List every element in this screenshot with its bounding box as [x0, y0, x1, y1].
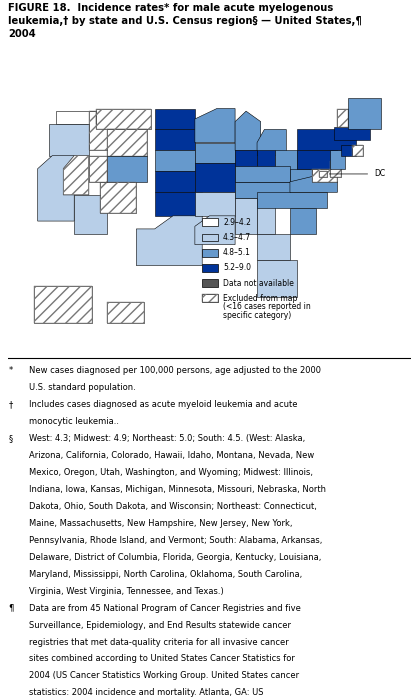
Polygon shape	[107, 155, 147, 182]
Text: Maryland, Mississippi, North Carolina, Oklahoma, South Carolina,: Maryland, Mississippi, North Carolina, O…	[29, 569, 303, 579]
Polygon shape	[297, 130, 356, 151]
Polygon shape	[349, 98, 381, 130]
Polygon shape	[136, 216, 202, 266]
Polygon shape	[195, 192, 235, 216]
Bar	[202, 279, 217, 287]
Polygon shape	[100, 182, 136, 213]
Polygon shape	[235, 151, 257, 182]
Polygon shape	[352, 145, 363, 155]
Polygon shape	[235, 197, 257, 234]
Text: sites combined according to United States Cancer Statistics for: sites combined according to United State…	[29, 654, 295, 664]
Polygon shape	[312, 169, 337, 182]
Text: specific category): specific category)	[223, 311, 291, 320]
Text: Virginia, West Virginia, Tennessee, and Texas.): Virginia, West Virginia, Tennessee, and …	[29, 587, 224, 596]
Text: Surveillance, Epidemiology, and End Results statewide cancer: Surveillance, Epidemiology, and End Resu…	[29, 620, 291, 629]
Text: Delaware, District of Columbia, Florida, Georgia, Kentucky, Louisiana,: Delaware, District of Columbia, Florida,…	[29, 553, 322, 562]
Polygon shape	[155, 192, 202, 216]
Text: registries that met data-quality criteria for all invasive cancer: registries that met data-quality criteri…	[29, 638, 289, 647]
Polygon shape	[235, 166, 290, 182]
Polygon shape	[257, 130, 286, 155]
Polygon shape	[257, 260, 297, 297]
Text: †: †	[8, 400, 13, 409]
Text: Pennsylvania, Rhode Island, and Vermont; South: Alabama, Arkansas,: Pennsylvania, Rhode Island, and Vermont;…	[29, 536, 323, 545]
Polygon shape	[297, 151, 337, 169]
Text: FIGURE 18.  Incidence rates* for male acute myelogenous
leukemia,† by state and : FIGURE 18. Incidence rates* for male acu…	[8, 3, 362, 39]
Polygon shape	[330, 161, 341, 176]
Polygon shape	[89, 111, 114, 151]
Polygon shape	[349, 109, 363, 127]
Polygon shape	[235, 111, 261, 151]
Polygon shape	[89, 155, 107, 182]
Polygon shape	[34, 286, 93, 323]
Polygon shape	[257, 197, 275, 234]
Text: West: 4.3; Midwest: 4.9; Northeast: 5.0; South: 4.5. (West: Alaska,: West: 4.3; Midwest: 4.9; Northeast: 5.0;…	[29, 434, 305, 443]
Text: 5.2–9.0: 5.2–9.0	[223, 263, 251, 273]
Text: Mexico, Oregon, Utah, Washington, and Wyoming; Midwest: Illinois,: Mexico, Oregon, Utah, Washington, and Wy…	[29, 468, 313, 477]
Polygon shape	[49, 124, 89, 155]
Polygon shape	[38, 155, 74, 221]
Text: Maine, Massachusetts, New Hampshire, New Jersey, New York,: Maine, Massachusetts, New Hampshire, New…	[29, 519, 293, 528]
Text: 4.3–4.7: 4.3–4.7	[223, 233, 251, 242]
Polygon shape	[63, 155, 89, 195]
Text: Arizona, California, Colorado, Hawaii, Idaho, Montana, Nevada, New: Arizona, California, Colorado, Hawaii, I…	[29, 451, 315, 460]
Polygon shape	[155, 171, 195, 192]
Polygon shape	[107, 302, 144, 323]
Polygon shape	[334, 127, 370, 140]
Bar	[202, 294, 217, 302]
Polygon shape	[341, 145, 356, 155]
Bar	[202, 294, 217, 302]
Text: U.S. standard population.: U.S. standard population.	[29, 383, 136, 392]
Text: 2004 (US Cancer Statistics Working Group. United States cancer: 2004 (US Cancer Statistics Working Group…	[29, 671, 300, 680]
Polygon shape	[155, 109, 195, 130]
Text: (<16 cases reported in: (<16 cases reported in	[223, 302, 311, 312]
Text: 2.9–4.2: 2.9–4.2	[223, 218, 251, 227]
Polygon shape	[195, 164, 235, 192]
Polygon shape	[290, 208, 316, 234]
Polygon shape	[257, 151, 275, 182]
Polygon shape	[275, 151, 297, 182]
Text: DC: DC	[374, 169, 385, 178]
Text: monocytic leukemia..: monocytic leukemia..	[29, 417, 119, 426]
Bar	[202, 233, 217, 241]
Bar	[202, 249, 217, 256]
Polygon shape	[257, 234, 290, 260]
Polygon shape	[155, 151, 195, 171]
Text: Data not available: Data not available	[223, 279, 294, 288]
Text: Excluded from map: Excluded from map	[223, 293, 297, 302]
Polygon shape	[330, 151, 345, 169]
Text: Dakota, Ohio, South Dakota, and Wisconsin; Northeast: Connecticut,: Dakota, Ohio, South Dakota, and Wisconsi…	[29, 502, 317, 511]
Polygon shape	[257, 192, 326, 208]
Polygon shape	[319, 171, 326, 176]
Text: Includes cases diagnosed as acute myeloid leukemia and acute: Includes cases diagnosed as acute myeloi…	[29, 400, 298, 409]
Polygon shape	[195, 216, 235, 245]
Polygon shape	[74, 195, 107, 234]
Polygon shape	[337, 109, 349, 127]
Text: statistics: 2004 incidence and mortality. Atlanta, GA: US: statistics: 2004 incidence and mortality…	[29, 689, 264, 697]
Text: ¶: ¶	[8, 604, 14, 613]
Polygon shape	[290, 169, 312, 187]
Polygon shape	[195, 109, 235, 143]
Polygon shape	[56, 111, 96, 124]
Polygon shape	[96, 109, 151, 130]
Polygon shape	[155, 130, 195, 151]
Polygon shape	[195, 143, 235, 164]
Text: New cases diagnosed per 100,000 persons, age adjusted to the 2000: New cases diagnosed per 100,000 persons,…	[29, 366, 321, 375]
Text: Data are from 45 National Program of Cancer Registries and five: Data are from 45 National Program of Can…	[29, 604, 301, 613]
Text: *: *	[8, 366, 13, 375]
Polygon shape	[235, 182, 290, 197]
Polygon shape	[107, 130, 147, 155]
Bar	[202, 218, 217, 227]
Bar	[202, 264, 217, 272]
Polygon shape	[290, 176, 337, 192]
Text: Indiana, Iowa, Kansas, Michigan, Minnesota, Missouri, Nebraska, North: Indiana, Iowa, Kansas, Michigan, Minneso…	[29, 485, 326, 494]
Text: 4.8–5.1: 4.8–5.1	[223, 248, 251, 257]
Text: §: §	[8, 434, 13, 443]
